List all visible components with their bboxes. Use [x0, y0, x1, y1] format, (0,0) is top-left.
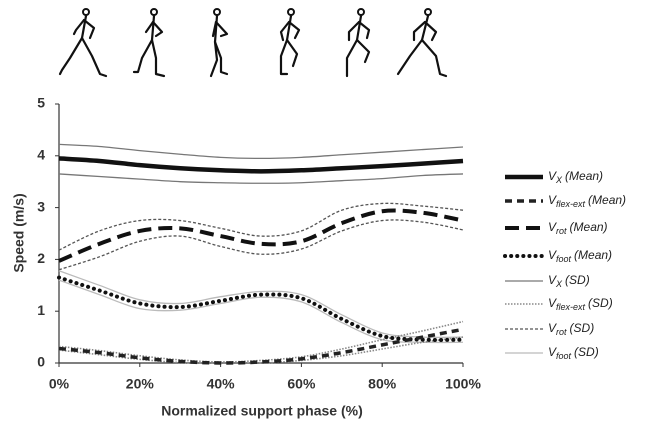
y-tick-label: 3 [37, 198, 45, 214]
x-tick-label: 40% [207, 376, 236, 392]
legend-label: Vrot(SD) [548, 321, 594, 337]
sd-lower-line [59, 337, 463, 363]
legend-note: (SD) [570, 321, 595, 335]
legend-note: (SD) [574, 345, 599, 359]
legend-note: (Mean) [574, 248, 612, 262]
sd-upper-line [59, 203, 463, 250]
runner-figures [60, 9, 446, 76]
sd-upper-line [59, 271, 463, 338]
legend-sub: foot [556, 254, 572, 264]
legend-sub: rot [556, 226, 567, 236]
y-tick-label: 2 [37, 250, 45, 266]
legend-sub: flex-ext [556, 302, 586, 312]
x-tick-label: 60% [287, 376, 316, 392]
legend-note: (Mean) [588, 193, 626, 207]
legend-note: (Mean) [570, 220, 608, 234]
sd-lower-line [59, 174, 463, 183]
legend-sub: rot [556, 327, 567, 337]
x-tick-label: 20% [126, 376, 155, 392]
legend-note: (SD) [588, 296, 613, 310]
sd-upper-line [59, 144, 463, 158]
legend-note: (SD) [565, 273, 590, 287]
x-tick-label: 0% [49, 376, 70, 392]
y-tick-label: 1 [37, 302, 45, 318]
y-tick-label: 5 [37, 95, 45, 111]
legend-label: Vfoot(Mean) [548, 248, 612, 264]
legend-label: Vflex-ext(SD) [548, 296, 613, 312]
y-axis-title: Speed (m/s) [11, 193, 27, 272]
sd-lower-line [59, 280, 463, 342]
legend-sub: X [555, 279, 563, 289]
legend-label: Vflex-ext(Mean) [548, 193, 626, 209]
legend-note: (Mean) [565, 169, 603, 183]
mean-line [59, 278, 463, 340]
legend-sub: flex-ext [556, 199, 586, 209]
legend-label: Vrot(Mean) [548, 220, 608, 236]
legend-sub: X [555, 175, 563, 185]
y-tick-label: 0 [37, 354, 45, 370]
x-axis-title: Normalized support phase (%) [161, 403, 362, 419]
sd-lower-line [59, 220, 463, 270]
legend-label: VX(Mean) [548, 169, 603, 185]
legend-label: Vfoot(SD) [548, 345, 599, 361]
mean-line [59, 158, 463, 171]
chart: Speed (m/s) Normalized support phase (%)… [0, 0, 646, 429]
legend-label: VX(SD) [548, 273, 590, 289]
mean-line [59, 211, 463, 261]
y-tick-label: 4 [37, 147, 45, 163]
x-tick-label: 100% [445, 376, 481, 392]
legend-sub: foot [556, 351, 572, 361]
x-tick-label: 80% [368, 376, 397, 392]
